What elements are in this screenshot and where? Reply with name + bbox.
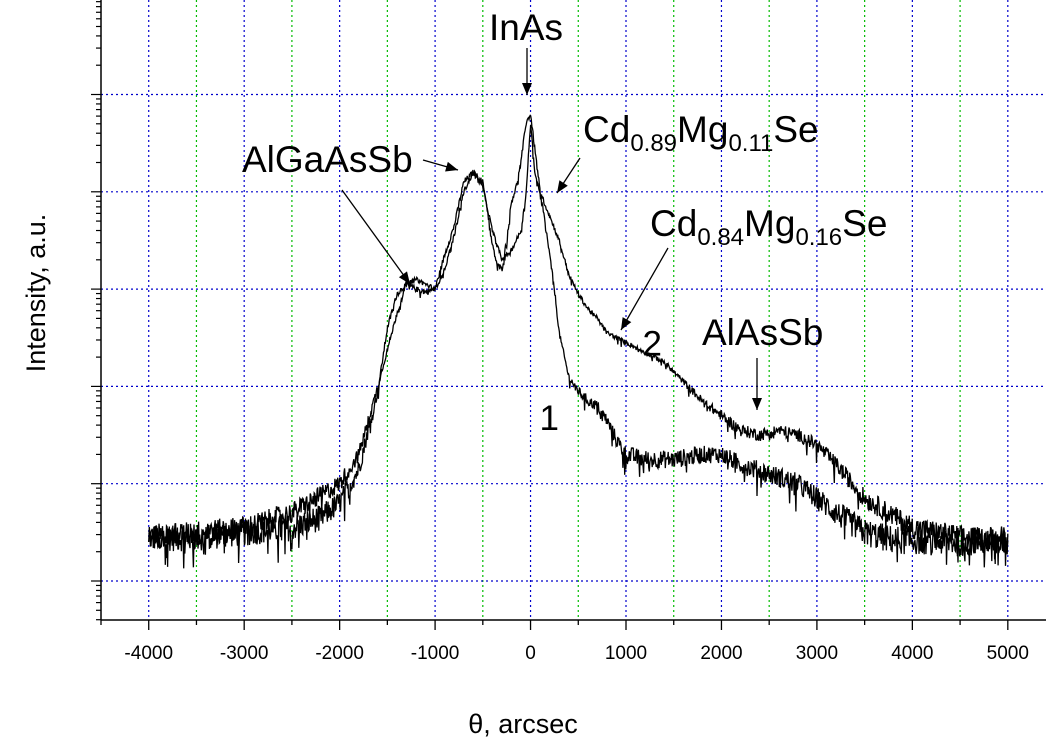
annotation-cd089: Cd0.89Mg0.11Se (583, 109, 819, 157)
subscript: 0.16 (795, 224, 842, 251)
x-tick-label: 2000 (700, 643, 742, 664)
x-tick-label: 0 (525, 643, 536, 664)
text-part: Mg (677, 109, 728, 150)
x-tick-label: -3000 (220, 643, 269, 664)
x-tick-label: -2000 (315, 643, 364, 664)
arrow-algaassb-2 (341, 189, 411, 285)
text-part: AlAsSb (702, 312, 823, 353)
text-part: Mg (744, 203, 795, 244)
arrow-cd084-head (621, 317, 632, 330)
arrow-algaassb-1-head (445, 161, 458, 172)
text-part: Cd (583, 109, 630, 150)
text-part: AlGaAsSb (242, 139, 413, 180)
x-tick-label: 1000 (605, 643, 647, 664)
curve-label-1: 1 (539, 399, 558, 438)
curve-label-2: 2 (643, 324, 662, 363)
annotation-inas: InAs (489, 7, 563, 48)
arrow-inas-head (522, 83, 532, 95)
series-group (148, 114, 1009, 569)
annotation-alassb: AlAsSb (702, 312, 823, 353)
annotations: InAsCd0.89Mg0.11SeAlGaAsSbCd0.84Mg0.16Se… (242, 7, 887, 438)
subscript: 0.84 (697, 224, 744, 251)
arrow-alassb-head (752, 398, 762, 410)
x-axis-label: θ, arcsec (468, 709, 578, 739)
x-tick-label: 4000 (891, 643, 933, 664)
x-tick-label: -4000 (124, 643, 173, 664)
grid (101, 0, 1046, 620)
y-axis-label: Intensity, a.u. (21, 214, 51, 373)
series-line-2 (148, 124, 1009, 568)
subscript: 0.89 (630, 130, 677, 157)
annotation-algaassb: AlGaAsSb (242, 139, 413, 180)
text-part: Se (842, 203, 887, 244)
x-tick-label: 3000 (796, 643, 838, 664)
arrow-cd089-head (557, 180, 568, 193)
annotation-cd084: Cd0.84Mg0.16Se (650, 203, 887, 251)
subscript: 0.11 (728, 130, 773, 157)
text-part: Se (773, 109, 818, 150)
arrow-cd084 (620, 247, 669, 331)
x-tick-label: 5000 (987, 643, 1029, 664)
text-part: InAs (489, 7, 563, 48)
series-line-1 (148, 114, 1009, 569)
axes: -4000 -3000 -2000 -1000 0 1000 2000 3000 4000 500… (91, 0, 1046, 664)
arrow-algaassb-2-head (398, 271, 410, 284)
x-tick-label: -1000 (411, 643, 460, 664)
text-part: Cd (650, 203, 697, 244)
